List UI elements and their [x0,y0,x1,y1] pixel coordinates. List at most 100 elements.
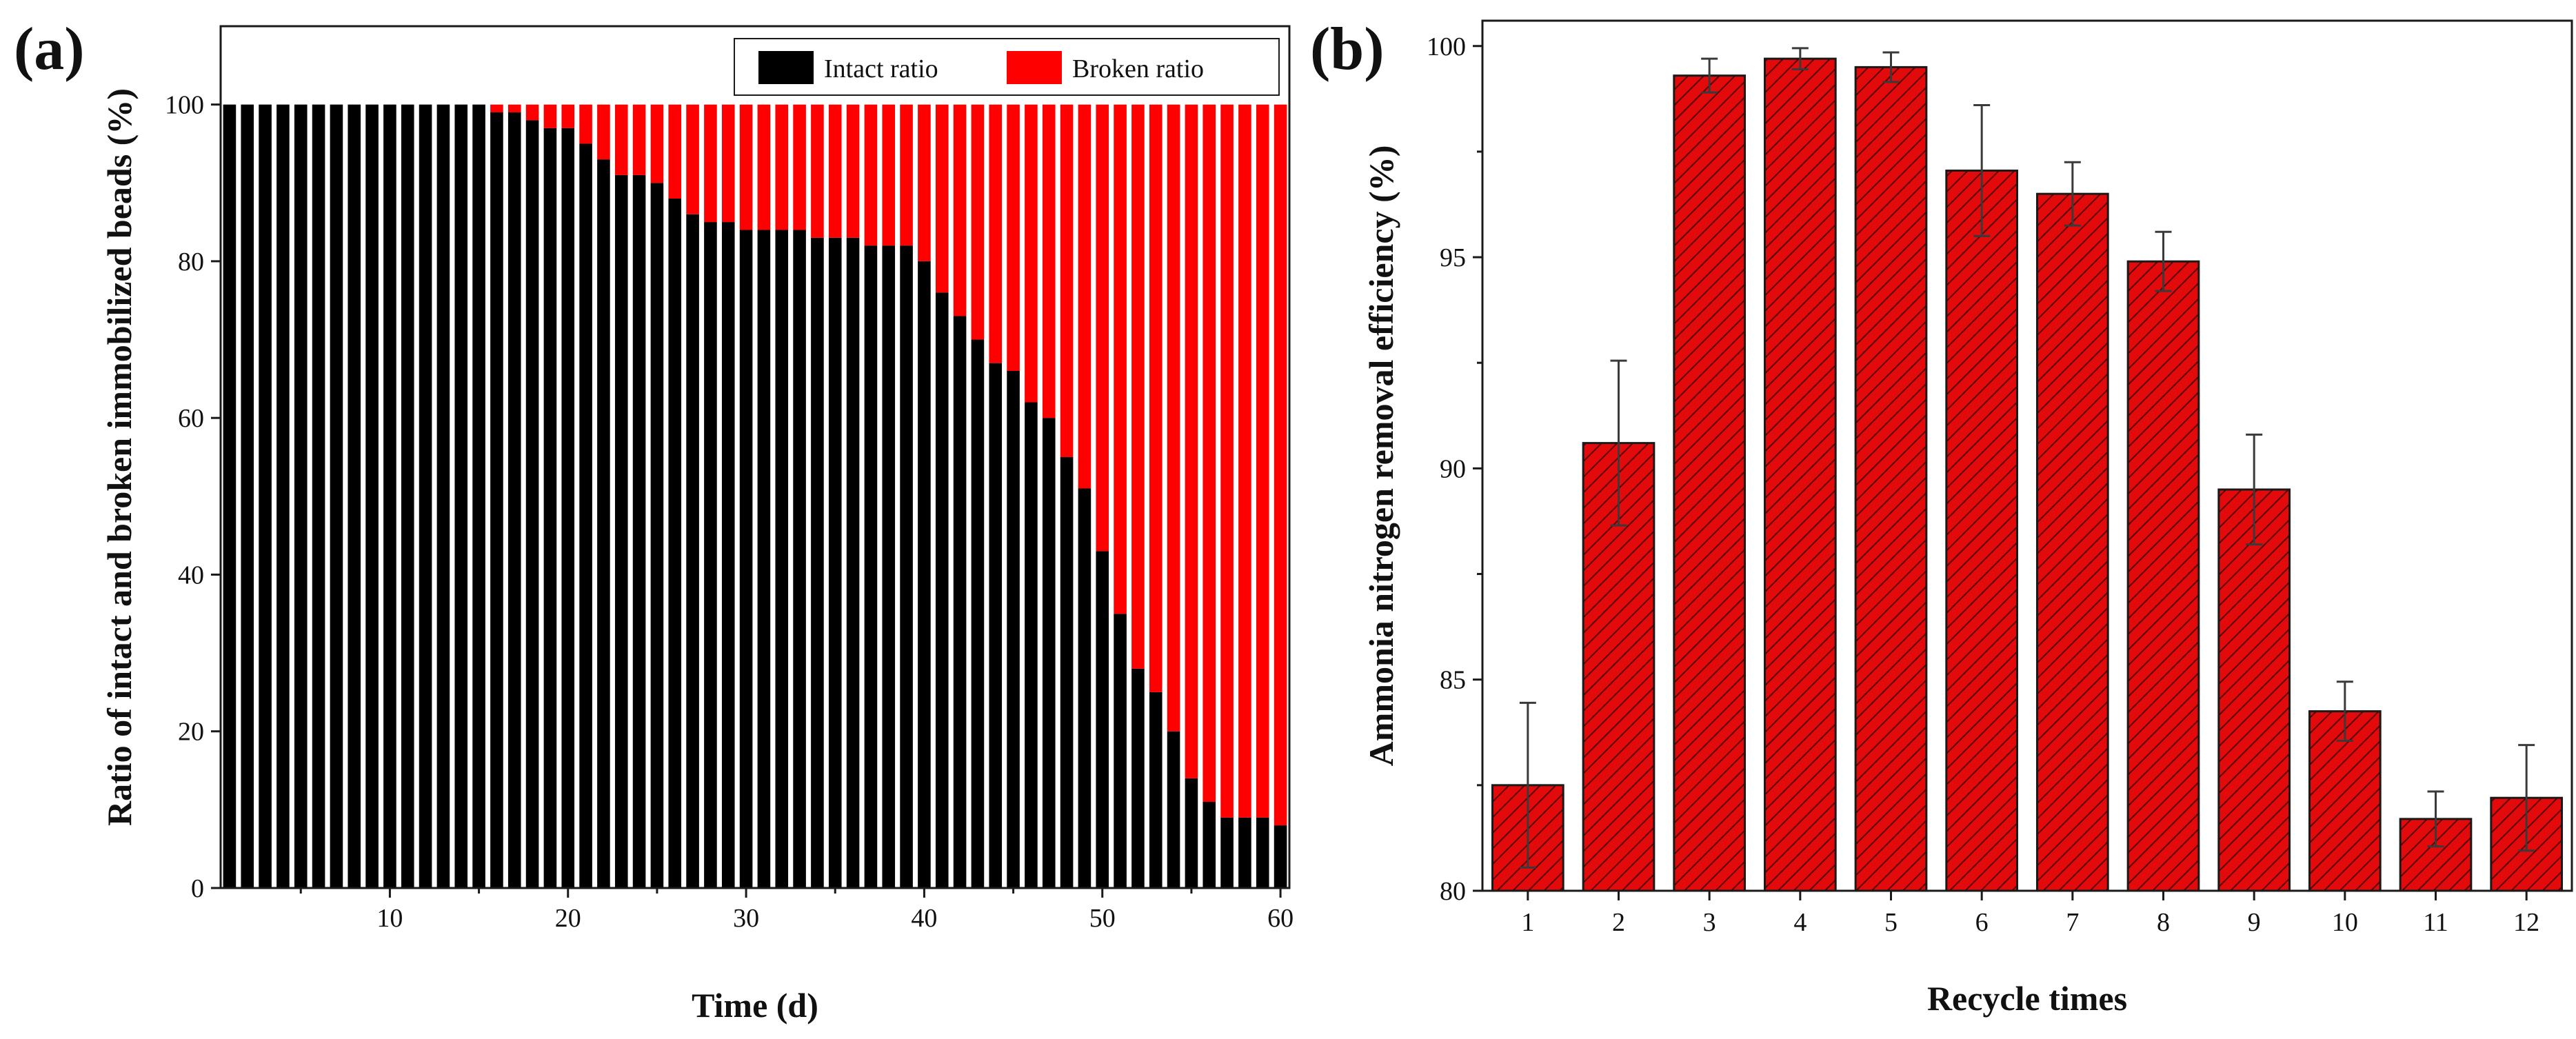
x-tick-label: 30 [733,904,759,933]
bar-broken [1203,104,1216,802]
bar-broken [811,104,824,238]
bar-broken [757,104,771,230]
bar-intact [1238,817,1251,888]
bar-intact [1167,731,1180,888]
bar-broken [1114,104,1127,614]
bar-broken [828,104,842,238]
bar-intact [330,104,343,888]
bar-intact [1274,825,1287,888]
bar-intact [1078,488,1091,888]
x-tick-label: 50 [1089,904,1116,933]
bar-broken [1025,104,1038,403]
panel-a-bars [223,104,1287,889]
bar-broken [614,104,628,175]
bar-broken [953,104,967,316]
bar-intact [793,230,806,888]
bar-broken [989,104,1003,363]
bar-intact [900,245,913,888]
bar-intact [276,104,290,888]
bar-broken [721,104,735,223]
bar-broken [900,104,913,246]
y-tick-label: 90 [1440,454,1466,483]
bar-intact [259,104,272,888]
bar-intact [543,128,557,889]
y-tick-label: 0 [191,874,204,903]
panel-b-x-axis-title: Recycle times [1927,979,2127,1018]
y-tick-label: 85 [1440,666,1466,695]
bar-intact [597,159,610,889]
bar-broken [543,104,557,128]
bar-intact [223,104,237,888]
x-tick-label: 6 [1975,908,1989,937]
bar-recycle-5 [1854,65,1928,892]
panel-a-legend: Intact ratio Broken ratio [734,38,1280,96]
x-tick-label: 20 [555,904,581,933]
y-tick-label: 80 [1440,877,1466,906]
bar-broken [1042,104,1056,418]
bar-broken [704,104,717,223]
bar-broken [561,104,575,128]
bar-intact [971,339,985,888]
bar-intact [454,104,468,888]
bar-intact [1042,418,1056,888]
bar-intact [507,112,521,888]
y-tick-label: 100 [1427,32,1466,61]
bar-intact [348,104,361,888]
bar-broken [882,104,896,246]
x-tick-label: 40 [911,904,937,933]
x-tick-label: 11 [2423,908,2448,937]
bar-broken [668,104,682,199]
bar-broken [1220,104,1234,818]
bar-broken [1078,104,1091,489]
bar-intact [650,183,664,888]
panel-a-y-axis-title: Ratio of intact and broken immobilized b… [100,88,139,826]
bar-broken [490,104,503,112]
panel-a-label: (a) [14,16,85,83]
bar-intact [1185,778,1198,888]
bar-broken [579,104,592,144]
x-tick-label: 60 [1267,904,1294,933]
bar-intact [1025,402,1038,888]
bar-broken [1149,104,1163,692]
bar-recycle-9 [2217,488,2291,892]
bar-intact [721,222,735,889]
bar-broken [918,104,931,261]
bar-recycle-6 [1945,169,2019,892]
bar-intact [1256,817,1269,888]
bar-broken [864,104,878,246]
bar-broken [1096,104,1109,552]
bar-recycle-7 [2035,192,2109,892]
legend-label-broken: Broken ratio [1072,54,1204,83]
bar-intact [935,292,949,888]
x-tick-label: 4 [1793,908,1807,937]
legend-swatch-broken [1007,51,1062,84]
bar-broken [775,104,789,230]
bar-broken [1274,104,1287,826]
bar-intact [1007,371,1020,888]
bar-intact [383,104,396,888]
y-tick-label: 40 [178,561,204,589]
x-tick-label: 8 [2157,908,2170,937]
bar-intact [401,104,414,888]
panel-b-bars [1491,47,2564,892]
bar-intact [241,104,254,888]
bar-intact [294,104,308,888]
bar-intact [1096,551,1109,888]
bar-broken [1256,104,1269,818]
bar-intact [1114,614,1127,888]
bar-broken [525,104,539,121]
y-tick-label: 80 [178,248,204,276]
x-tick-label: 2 [1612,908,1625,937]
bar-intact [739,230,753,888]
legend-swatch-intact [758,51,814,84]
bar-intact [365,104,379,888]
bar-intact [579,143,592,889]
bar-intact [436,104,450,888]
x-tick-label: 3 [1703,908,1716,937]
bar-intact [1220,817,1234,888]
bar-broken [1185,104,1198,778]
panel-a-plot-frame [219,25,1291,889]
bar-broken [935,104,949,293]
bar-intact [757,230,771,888]
